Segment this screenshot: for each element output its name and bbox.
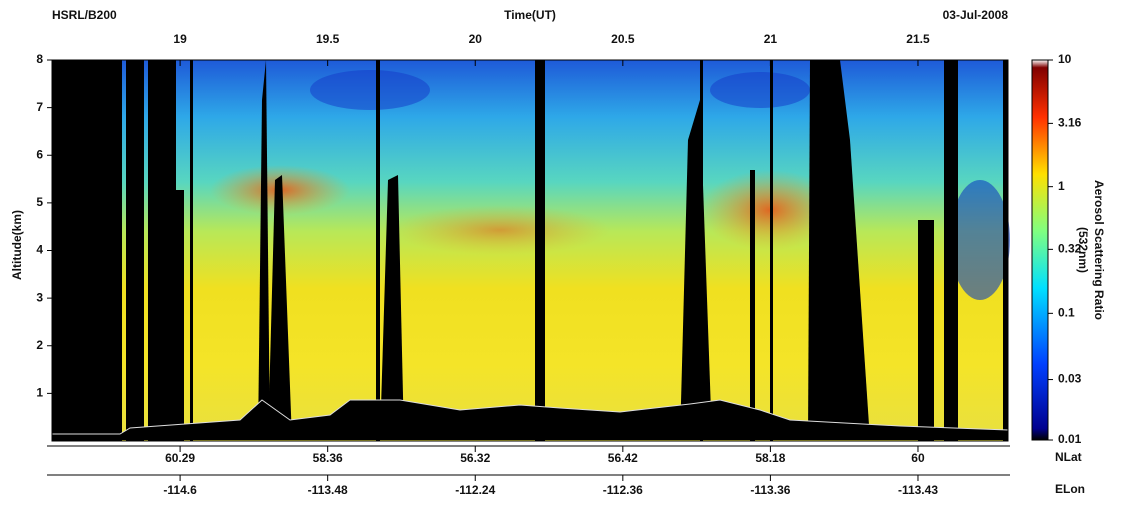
y-tick-label: 5 <box>36 195 43 209</box>
instrument-label: HSRL/B200 <box>52 8 117 22</box>
colorbar-tick-label: 0.1 <box>1058 306 1075 320</box>
lon-label: -114.6 <box>163 483 197 497</box>
x-tick-label: 19 <box>173 32 187 46</box>
lon-label: -113.43 <box>898 483 938 497</box>
x-tick-label: 21.5 <box>906 32 930 46</box>
y-tick-label: 4 <box>36 243 43 257</box>
x-tick-label: 19.5 <box>316 32 340 46</box>
colorbar-tick-label: 10 <box>1058 52 1072 66</box>
lat-label: 60.29 <box>165 451 195 465</box>
colorbar <box>1031 59 1049 441</box>
y-tick-label: 8 <box>36 52 43 66</box>
x-axis-title: Time(UT) <box>504 8 556 22</box>
y-axis-title: Altitude(km) <box>10 210 24 280</box>
colorbar-title: Aerosol Scattering Ratio <box>1092 180 1106 320</box>
colorbar-subtitle: (532nm) <box>1076 227 1090 273</box>
x-tick-label: 20.5 <box>611 32 635 46</box>
x-tick-label: 20 <box>469 32 483 46</box>
lat-label: 60 <box>911 451 925 465</box>
lon-label: -112.24 <box>455 483 495 497</box>
lon-label: -112.36 <box>603 483 643 497</box>
lat-label: 56.32 <box>460 451 490 465</box>
x-tick-label: 21 <box>764 32 778 46</box>
y-tick-label: 1 <box>36 386 43 400</box>
lat-label: 58.36 <box>313 451 343 465</box>
y-tick-label: 3 <box>36 290 43 304</box>
y-tick-label: 6 <box>36 147 43 161</box>
curtain <box>51 59 1010 442</box>
y-tick-label: 2 <box>36 338 43 352</box>
date-label: 03-Jul-2008 <box>943 8 1009 22</box>
lon-label: -113.48 <box>308 483 348 497</box>
y-tick-label: 7 <box>36 100 43 114</box>
colorbar-tick-label: 3.16 <box>1058 116 1082 130</box>
colorbar-tick-label: 0.01 <box>1058 432 1082 446</box>
lat-axis-label: NLat <box>1055 450 1082 464</box>
lat-label: 58.18 <box>755 451 785 465</box>
lon-label: -113.36 <box>750 483 790 497</box>
colorbar-tick-label: 0.03 <box>1058 372 1082 386</box>
colorbar-tick-label: 0.32 <box>1058 242 1082 256</box>
lat-label: 56.42 <box>608 451 638 465</box>
lon-axis-label: ELon <box>1055 482 1085 496</box>
colorbar-tick-label: 1 <box>1058 179 1065 193</box>
